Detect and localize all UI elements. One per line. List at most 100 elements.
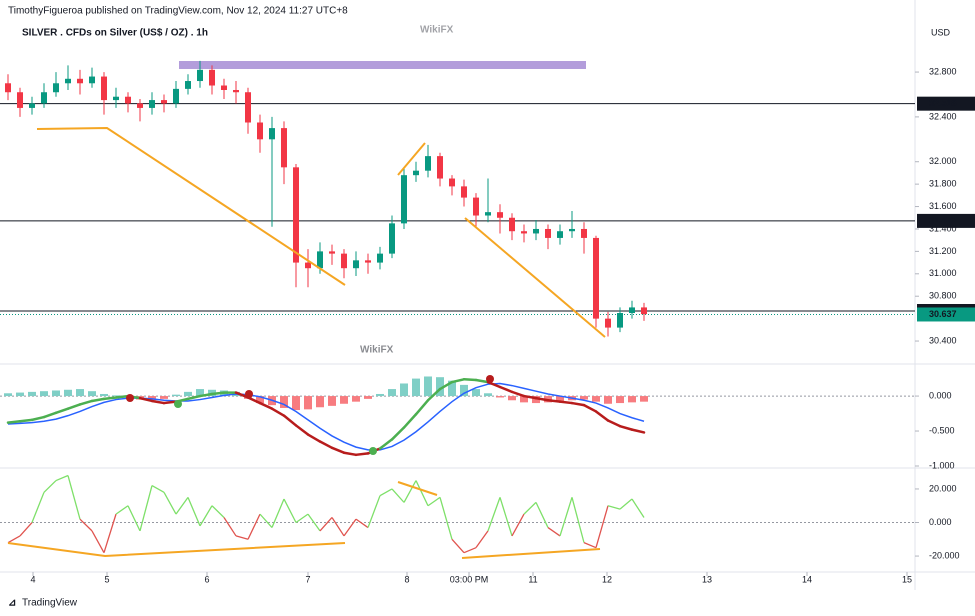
plot: 30.400 30.800 31.000 31.200 31.400 31.600 31.8… bbox=[0, 60, 975, 584]
level-label: 31.472 bbox=[929, 215, 957, 225]
trendline bbox=[36, 126, 346, 286]
macd-segment bbox=[306, 433, 322, 443]
candle-body bbox=[389, 223, 395, 254]
y-tick-label: 31.200 bbox=[929, 246, 957, 256]
oscillator-segment bbox=[619, 498, 633, 510]
y-tick-label: 0.000 bbox=[929, 517, 952, 527]
macd-segment bbox=[42, 411, 58, 419]
oscillator-segment bbox=[151, 485, 165, 493]
y-tick-label: 0.000 bbox=[929, 390, 952, 400]
candle-body bbox=[77, 78, 83, 84]
trendline bbox=[464, 217, 606, 338]
macd-segment bbox=[414, 399, 430, 416]
histogram-bar bbox=[340, 396, 348, 404]
macd-segment bbox=[210, 391, 226, 396]
histogram-bar bbox=[412, 378, 420, 397]
histogram-bar bbox=[328, 396, 336, 406]
macd-segment bbox=[606, 419, 622, 428]
x-tick-label: 11 bbox=[528, 574, 537, 584]
candle-body bbox=[17, 92, 23, 108]
histogram-bar bbox=[484, 393, 492, 397]
candle-body bbox=[509, 217, 515, 232]
macd-segment bbox=[294, 424, 310, 436]
candle-body bbox=[497, 212, 503, 218]
histogram-bar bbox=[580, 396, 588, 400]
candle-body bbox=[89, 76, 95, 84]
histogram-bar bbox=[532, 396, 540, 404]
histogram-bar bbox=[556, 396, 564, 401]
oscillator-segment bbox=[355, 518, 369, 529]
candle-body bbox=[65, 78, 71, 84]
macd-segment bbox=[630, 428, 646, 434]
macd-segment bbox=[390, 426, 406, 441]
macd-segment bbox=[54, 407, 70, 415]
x-tick-label: 15 bbox=[902, 574, 912, 584]
candle-body bbox=[545, 228, 551, 238]
y-tick-label: 32.400 bbox=[929, 111, 957, 121]
oscillator-segment bbox=[139, 485, 153, 532]
x-tick-label: 7 bbox=[305, 574, 310, 584]
histogram-bar bbox=[100, 393, 108, 397]
oscillator-segment bbox=[379, 488, 393, 497]
oscillator-segment bbox=[91, 530, 105, 554]
oscillator-segment bbox=[595, 505, 609, 548]
macd-segment bbox=[102, 396, 118, 401]
oscillator-segment bbox=[19, 522, 33, 537]
candle-body bbox=[281, 128, 287, 168]
candle-body bbox=[125, 96, 131, 104]
macd-segment bbox=[90, 397, 106, 403]
macd-segment bbox=[342, 451, 358, 457]
histogram-bar bbox=[628, 396, 636, 403]
macd-segment bbox=[570, 401, 586, 407]
candle-body bbox=[581, 228, 587, 238]
oscillator-segment bbox=[127, 505, 141, 532]
watermark: WikiFX bbox=[360, 345, 394, 356]
candle-body bbox=[161, 100, 167, 104]
candle-body bbox=[473, 197, 479, 216]
trendline bbox=[397, 481, 438, 496]
candle-body bbox=[485, 212, 491, 216]
histogram-bar bbox=[316, 396, 324, 408]
histogram-bar bbox=[292, 396, 300, 411]
y-tick-label: 20.000 bbox=[929, 483, 957, 493]
candle-body bbox=[425, 156, 431, 171]
trendline bbox=[397, 142, 426, 176]
candle-body bbox=[521, 231, 527, 234]
candle-body bbox=[641, 307, 647, 315]
oscillator-segment bbox=[307, 513, 321, 532]
candle-body bbox=[269, 128, 275, 140]
y-tick-label: -1.000 bbox=[929, 460, 955, 470]
candle-body bbox=[377, 253, 383, 263]
currency: USD bbox=[931, 27, 951, 37]
histogram-bar bbox=[508, 396, 516, 401]
oscillator-segment bbox=[427, 496, 441, 507]
macd-segment bbox=[282, 414, 298, 427]
oscillator-segment bbox=[271, 498, 285, 528]
candle-body bbox=[317, 251, 323, 269]
watermark: WikiFX bbox=[420, 25, 454, 36]
macd-segment bbox=[30, 415, 46, 422]
x-tick-label: 14 bbox=[802, 574, 812, 584]
oscillator-segment bbox=[367, 495, 381, 528]
candle-body bbox=[149, 100, 155, 108]
candle-body bbox=[137, 103, 143, 108]
publisher: TimothyFigueroa published on TradingView… bbox=[8, 6, 348, 17]
macd-segment bbox=[594, 410, 610, 422]
histogram-bar bbox=[520, 396, 528, 403]
oscillator-segment bbox=[547, 527, 561, 537]
macd-segment bbox=[138, 396, 154, 403]
level-tag bbox=[917, 213, 975, 228]
x-tick-label: 03:00 PM bbox=[450, 574, 489, 584]
last-price-tag bbox=[917, 307, 975, 322]
last-price-label: 30.637 bbox=[929, 309, 957, 319]
candle-body bbox=[53, 83, 59, 93]
oscillator-segment bbox=[415, 480, 429, 507]
oscillator-segment bbox=[211, 505, 225, 518]
candle-body bbox=[449, 178, 455, 187]
y-tick-label: -0.500 bbox=[929, 425, 955, 435]
macd-segment bbox=[270, 407, 286, 417]
oscillator-segment bbox=[187, 497, 201, 527]
y-tick-label: -20.000 bbox=[929, 550, 960, 560]
y-tick-label: 32.000 bbox=[929, 156, 957, 166]
